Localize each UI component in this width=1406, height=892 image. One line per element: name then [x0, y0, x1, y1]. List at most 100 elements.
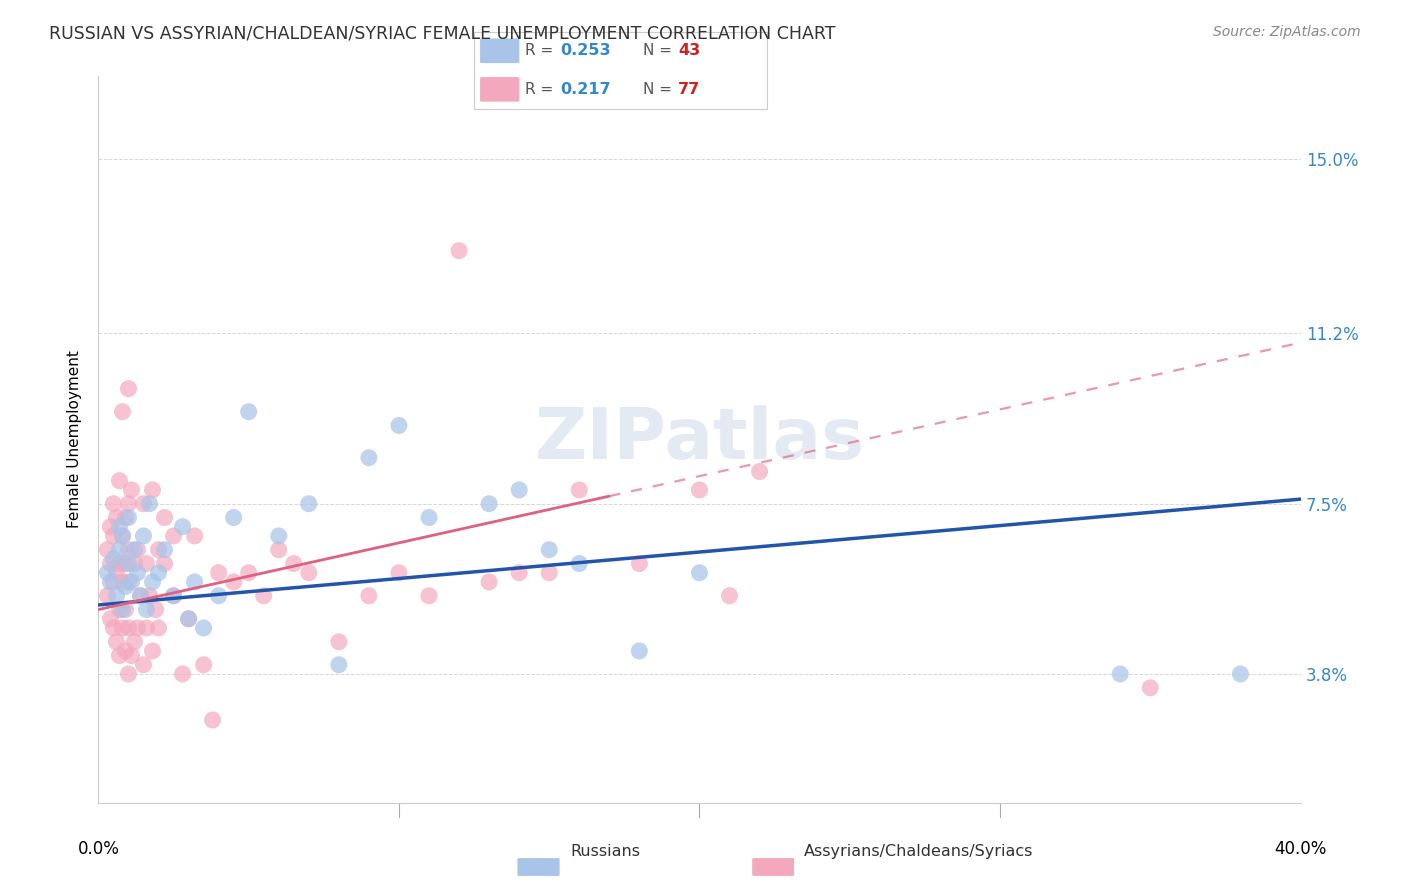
Point: [177, 612, 200, 626]
Point: [127, 621, 149, 635]
Point: [172, 520, 194, 534]
Point: [447, 244, 470, 258]
Text: N =: N =: [644, 82, 672, 97]
Point: [111, 602, 134, 616]
Point: [96, 542, 118, 557]
Point: [1229, 667, 1251, 681]
Point: [357, 589, 380, 603]
Point: [628, 557, 651, 571]
Point: [100, 557, 122, 571]
Point: [138, 589, 160, 603]
Point: [1109, 667, 1132, 681]
Point: [141, 483, 163, 497]
Point: [138, 497, 160, 511]
Point: [105, 566, 128, 580]
Point: [117, 557, 139, 571]
Point: [689, 566, 711, 580]
Point: [388, 566, 411, 580]
Text: R =: R =: [526, 82, 554, 97]
Point: [172, 667, 194, 681]
Point: [148, 542, 170, 557]
Point: [117, 574, 139, 589]
Point: [162, 589, 184, 603]
FancyBboxPatch shape: [479, 38, 519, 63]
Point: [114, 644, 136, 658]
Point: [114, 557, 136, 571]
Point: [111, 405, 134, 419]
Text: Source: ZipAtlas.com: Source: ZipAtlas.com: [1213, 25, 1361, 39]
Point: [508, 566, 530, 580]
Point: [121, 648, 143, 663]
Point: [132, 657, 155, 672]
Point: [108, 648, 131, 663]
Point: [267, 529, 290, 543]
Text: Assyrians/Chaldeans/Syriacs: Assyrians/Chaldeans/Syriacs: [804, 845, 1033, 859]
Point: [418, 510, 440, 524]
Point: [100, 612, 122, 626]
Point: [111, 529, 134, 543]
Point: [298, 497, 321, 511]
Text: Russians: Russians: [571, 845, 641, 859]
Point: [117, 510, 139, 524]
Point: [114, 580, 136, 594]
Point: [141, 574, 163, 589]
Text: 40.0%: 40.0%: [1274, 839, 1327, 857]
FancyBboxPatch shape: [474, 32, 768, 109]
Point: [538, 566, 561, 580]
Point: [148, 566, 170, 580]
Text: 0.217: 0.217: [560, 82, 610, 97]
Point: [105, 634, 128, 648]
Point: [121, 574, 143, 589]
Point: [117, 542, 139, 557]
Text: 77: 77: [678, 82, 700, 97]
Point: [253, 589, 276, 603]
Point: [121, 483, 143, 497]
Point: [124, 542, 146, 557]
Point: [114, 510, 136, 524]
Point: [208, 589, 231, 603]
Point: [208, 566, 231, 580]
Point: [105, 589, 128, 603]
Point: [148, 621, 170, 635]
Point: [222, 574, 245, 589]
Point: [162, 529, 184, 543]
Point: [267, 542, 290, 557]
Point: [193, 621, 215, 635]
Point: [132, 529, 155, 543]
Point: [103, 621, 125, 635]
Text: 0.0%: 0.0%: [77, 839, 120, 857]
Point: [145, 602, 167, 616]
Point: [103, 529, 125, 543]
Point: [1139, 681, 1161, 695]
Point: [478, 574, 501, 589]
Point: [718, 589, 741, 603]
Point: [238, 566, 260, 580]
FancyBboxPatch shape: [517, 858, 560, 876]
Point: [108, 602, 131, 616]
Point: [103, 497, 125, 511]
Point: [135, 621, 157, 635]
Point: [103, 574, 125, 589]
Point: [108, 520, 131, 534]
Point: [328, 634, 350, 648]
FancyBboxPatch shape: [479, 77, 519, 102]
Point: [100, 520, 122, 534]
Point: [153, 557, 176, 571]
Point: [127, 542, 149, 557]
Point: [177, 612, 200, 626]
Point: [238, 405, 260, 419]
Point: [111, 574, 134, 589]
Point: [162, 589, 184, 603]
Point: [222, 510, 245, 524]
Point: [418, 589, 440, 603]
Point: [132, 497, 155, 511]
Text: 43: 43: [678, 44, 700, 58]
Point: [388, 418, 411, 433]
Point: [117, 621, 139, 635]
Point: [111, 621, 134, 635]
Text: RUSSIAN VS ASSYRIAN/CHALDEAN/SYRIAC FEMALE UNEMPLOYMENT CORRELATION CHART: RUSSIAN VS ASSYRIAN/CHALDEAN/SYRIAC FEMA…: [49, 25, 835, 43]
Point: [328, 657, 350, 672]
Point: [135, 602, 157, 616]
Point: [100, 574, 122, 589]
Point: [538, 542, 561, 557]
